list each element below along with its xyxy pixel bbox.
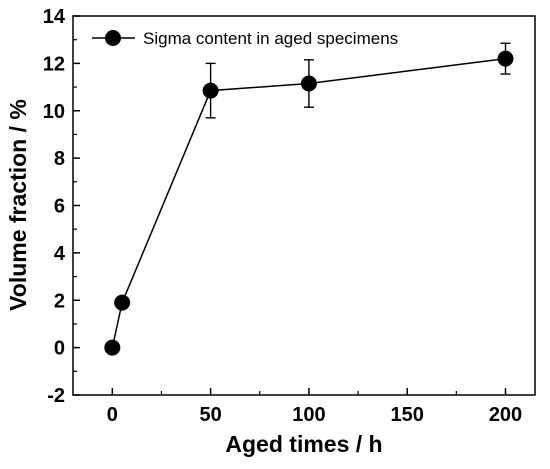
- x-tick-label: 200: [489, 404, 522, 426]
- x-tick-label: 150: [391, 404, 424, 426]
- legend-marker: [105, 30, 121, 46]
- data-point: [104, 339, 121, 356]
- y-axis-ticks: -2 0 2 4 6 8 10 12 14: [43, 6, 80, 407]
- y-tick-label: 8: [54, 148, 65, 170]
- y-tick-label: -2: [47, 385, 65, 407]
- x-tick-label: 100: [292, 404, 325, 426]
- legend: Sigma content in aged specimens: [92, 29, 398, 48]
- data-point: [497, 50, 514, 67]
- y-tick-label: 12: [43, 53, 65, 75]
- y-tick-label: 6: [54, 196, 65, 218]
- data-point: [300, 75, 317, 92]
- y-tick-label: 4: [54, 243, 66, 265]
- y-tick-label: 0: [54, 338, 65, 360]
- y-tick-label: 2: [54, 290, 65, 312]
- y-tick-label: 10: [43, 101, 65, 123]
- y-tick-label: 14: [43, 6, 66, 28]
- plot-frame: [72, 15, 536, 396]
- series-layer: [104, 42, 514, 356]
- data-point: [114, 294, 131, 311]
- x-tick-label: 50: [199, 404, 221, 426]
- data-point: [202, 82, 219, 99]
- x-axis-ticks: 0 50 100 150 200: [107, 388, 522, 426]
- x-axis-title: Aged times / h: [225, 431, 382, 457]
- legend-label: Sigma content in aged specimens: [143, 29, 398, 48]
- y-axis-title: Volume fraction / %: [5, 99, 31, 311]
- x-tick-label: 0: [107, 404, 118, 426]
